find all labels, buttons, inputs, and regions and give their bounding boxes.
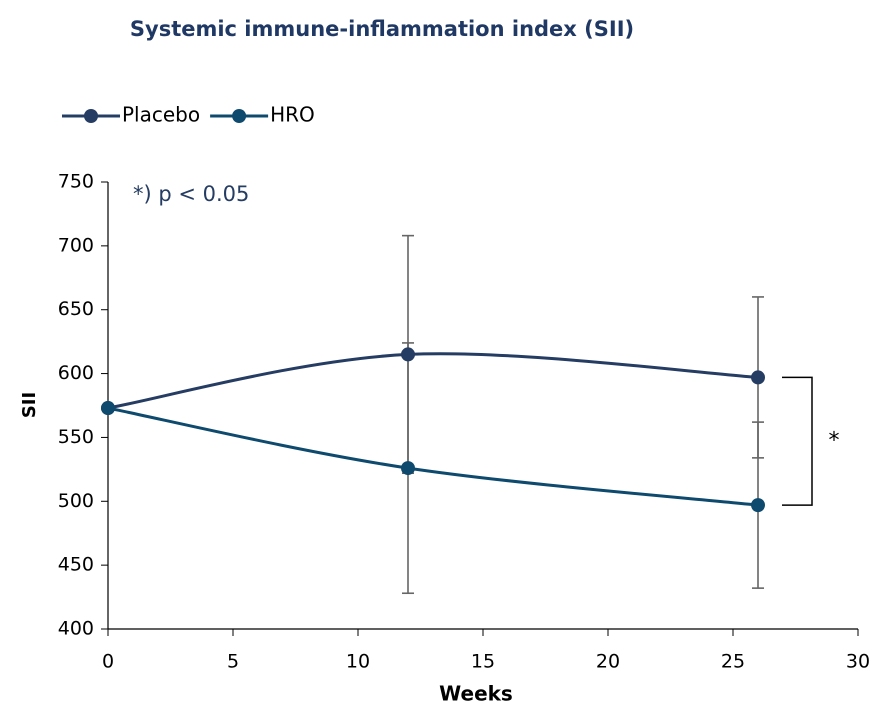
y-axis-label: SII — [19, 392, 40, 418]
y-tick-label: 450 — [58, 554, 94, 576]
legend-marker — [232, 109, 247, 123]
x-tick-label: 20 — [596, 651, 620, 673]
y-tick-label: 400 — [58, 618, 94, 640]
x-tick-label: 30 — [846, 651, 870, 673]
legend-label: Placebo — [122, 103, 200, 127]
x-tick-label: 15 — [471, 651, 495, 673]
x-axis-label: Weeks — [439, 682, 513, 706]
chart-title: Systemic immune-inflammation index (SII) — [130, 17, 634, 41]
y-tick-label: 650 — [58, 298, 94, 320]
data-point — [401, 461, 415, 476]
x-tick-label: 5 — [227, 651, 239, 673]
annotation: *) p < 0.05 — [133, 182, 249, 206]
series-line — [107, 352, 759, 410]
significance-label: * — [829, 428, 840, 453]
significance-bracket — [782, 376, 813, 506]
y-tick-label: 750 — [58, 171, 94, 193]
y-tick-label: 550 — [58, 426, 94, 448]
legend-label: HRO — [270, 103, 315, 127]
series-line — [107, 406, 759, 507]
y-tick-label: 500 — [58, 490, 94, 512]
x-tick-label: 25 — [721, 651, 745, 673]
data-point — [751, 370, 765, 385]
legend-marker — [84, 109, 98, 123]
data-point — [751, 498, 765, 513]
data-point — [101, 401, 115, 416]
x-tick-label: 10 — [346, 651, 370, 673]
data-point — [401, 347, 415, 362]
x-tick-label: 0 — [102, 651, 114, 673]
y-tick-label: 600 — [58, 362, 94, 384]
y-tick-label: 700 — [58, 234, 94, 256]
